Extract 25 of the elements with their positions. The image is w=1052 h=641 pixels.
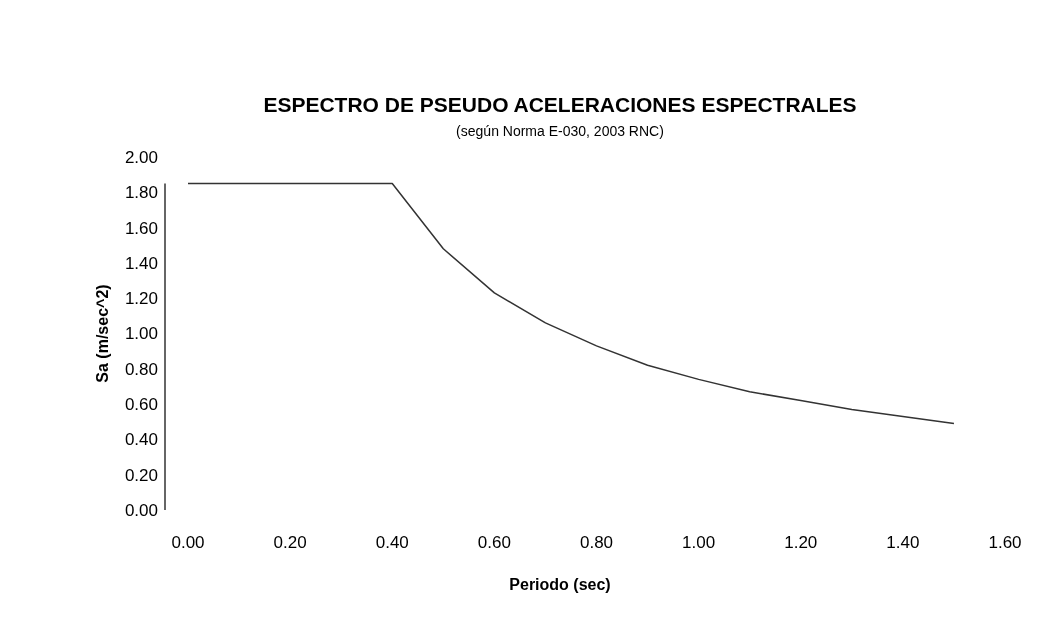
x-axis-title: Periodo (sec) <box>509 576 611 593</box>
x-tick-label: 1.00 <box>682 533 716 552</box>
y-axis-title: Sa (m/sec^2) <box>94 284 111 383</box>
x-tick-label: 0.40 <box>375 533 409 552</box>
x-tick-label: 1.40 <box>886 533 920 552</box>
y-tick-label: 1.20 <box>124 289 158 309</box>
chart-title: ESPECTRO DE PSEUDO ACELERACIONES ESPECTRALES <box>263 93 857 116</box>
chart-subtitle: (según Norma E-030, 2003 RNC) <box>456 123 664 139</box>
x-tick-label: 0.60 <box>477 533 511 552</box>
x-tick-label: 1.60 <box>988 533 1022 552</box>
y-tick-label: 0.20 <box>124 465 158 485</box>
y-tick-label: 0.80 <box>124 359 158 379</box>
y-tick-label: 0.00 <box>124 500 158 520</box>
x-tick-label: 0.80 <box>579 533 614 552</box>
y-tick-label: 1.80 <box>124 183 158 203</box>
line-series <box>187 182 955 425</box>
y-tick-label: 0.60 <box>124 395 158 415</box>
y-tick-label: 1.60 <box>124 218 158 238</box>
y-tick-label: 0.40 <box>124 430 158 450</box>
y-tick-label: 2.00 <box>124 147 158 167</box>
x-tick-label: 0.00 <box>171 533 205 552</box>
y-tick-label: 1.40 <box>124 253 158 273</box>
x-tick-label: 1.20 <box>784 533 818 552</box>
y-tick-label: 1.00 <box>124 324 158 344</box>
x-tick-label: 0.20 <box>273 533 307 552</box>
